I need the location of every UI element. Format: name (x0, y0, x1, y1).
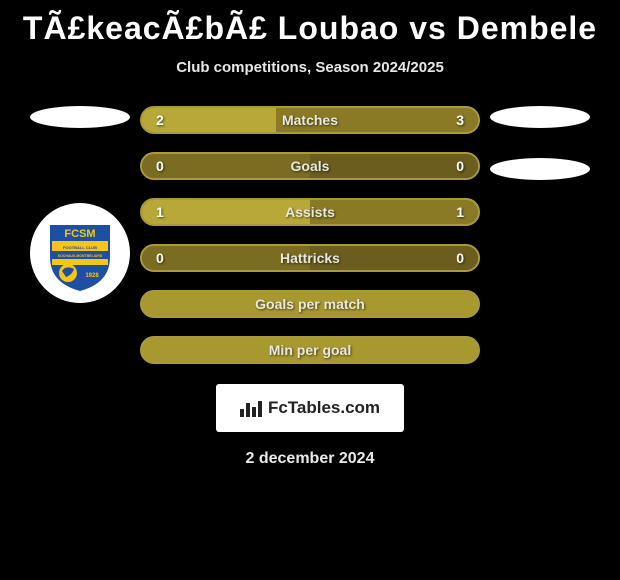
stat-bar-hattricks: 0 Hattricks 0 (140, 244, 480, 272)
stat-label: Assists (285, 204, 335, 220)
svg-text:FCSM: FCSM (64, 228, 95, 240)
stat-value-left: 1 (156, 204, 164, 220)
left-column: FCSM FOOTBALL CLUB SOCHAUX-MONTBÉLIARD 1… (20, 106, 140, 364)
team-badge-right-placeholder (490, 158, 590, 180)
stat-bar-min-per-goal: Min per goal (140, 336, 480, 364)
comparison-area: FCSM FOOTBALL CLUB SOCHAUX-MONTBÉLIARD 1… (0, 106, 620, 364)
stat-label: Goals per match (255, 296, 365, 312)
right-column (480, 106, 600, 364)
stat-value-right: 0 (456, 250, 464, 266)
stat-value-right: 1 (456, 204, 464, 220)
fctables-link[interactable]: FcTables.com (216, 384, 404, 432)
stat-value-left: 2 (156, 112, 164, 128)
stat-bars: 2 Matches 3 0 Goals 0 1 Assists 1 (140, 106, 480, 364)
svg-text:FOOTBALL CLUB: FOOTBALL CLUB (63, 245, 97, 250)
svg-text:SOCHAUX-MONTBÉLIARD: SOCHAUX-MONTBÉLIARD (58, 253, 103, 258)
player-left-photo-placeholder (30, 106, 130, 128)
bar-chart-icon (240, 399, 262, 417)
svg-text:1928: 1928 (85, 273, 99, 279)
stat-fill-right (310, 154, 478, 178)
stat-label: Goals (291, 158, 330, 174)
fctables-label: FcTables.com (268, 398, 380, 418)
stat-bar-goals: 0 Goals 0 (140, 152, 480, 180)
stat-bar-goals-per-match: Goals per match (140, 290, 480, 318)
stat-bar-assists: 1 Assists 1 (140, 198, 480, 226)
stat-bar-matches: 2 Matches 3 (140, 106, 480, 134)
subtitle: Club competitions, Season 2024/2025 (176, 59, 444, 76)
team-badge-left: FCSM FOOTBALL CLUB SOCHAUX-MONTBÉLIARD 1… (30, 203, 130, 303)
stat-fill-right (310, 200, 478, 224)
fcsm-badge-icon: FCSM FOOTBALL CLUB SOCHAUX-MONTBÉLIARD 1… (38, 211, 122, 295)
stat-fill-left (142, 154, 310, 178)
date-text: 2 december 2024 (246, 450, 375, 468)
stat-value-left: 0 (156, 158, 164, 174)
page-title: TÃ£keacÃ£bÃ£ Loubao vs Dembele (23, 10, 597, 47)
player-right-photo-placeholder (490, 106, 590, 128)
stat-value-left: 0 (156, 250, 164, 266)
stat-label: Min per goal (269, 342, 351, 358)
stat-value-right: 0 (456, 158, 464, 174)
stat-label: Matches (282, 112, 338, 128)
stat-label: Hattricks (280, 250, 340, 266)
stat-value-right: 3 (456, 112, 464, 128)
